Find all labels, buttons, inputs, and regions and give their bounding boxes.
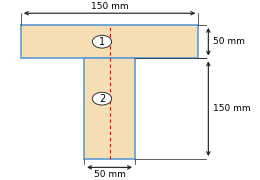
Bar	[21, 25, 198, 58]
Bar	[84, 58, 135, 159]
Circle shape	[92, 35, 112, 48]
Text: 50 mm: 50 mm	[94, 170, 126, 179]
Text: 150 mm: 150 mm	[213, 104, 251, 113]
Circle shape	[92, 92, 112, 105]
Text: 2: 2	[99, 94, 105, 104]
Text: 150 mm: 150 mm	[91, 2, 128, 11]
Text: 1: 1	[99, 37, 105, 47]
Text: 50 mm: 50 mm	[213, 37, 245, 46]
